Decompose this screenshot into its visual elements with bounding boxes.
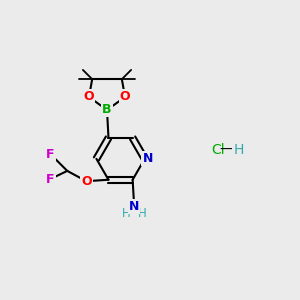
Text: H: H [233, 143, 244, 157]
Text: H: H [122, 206, 130, 220]
Text: O: O [81, 175, 92, 188]
Text: —: — [220, 143, 233, 157]
Text: O: O [120, 91, 130, 103]
Text: F: F [46, 148, 55, 160]
Text: Cl: Cl [211, 143, 224, 157]
Text: F: F [46, 173, 55, 186]
Text: B: B [102, 103, 112, 116]
Text: N: N [129, 200, 139, 213]
Text: N: N [142, 152, 153, 165]
Text: H: H [138, 206, 147, 220]
Text: O: O [84, 91, 94, 103]
